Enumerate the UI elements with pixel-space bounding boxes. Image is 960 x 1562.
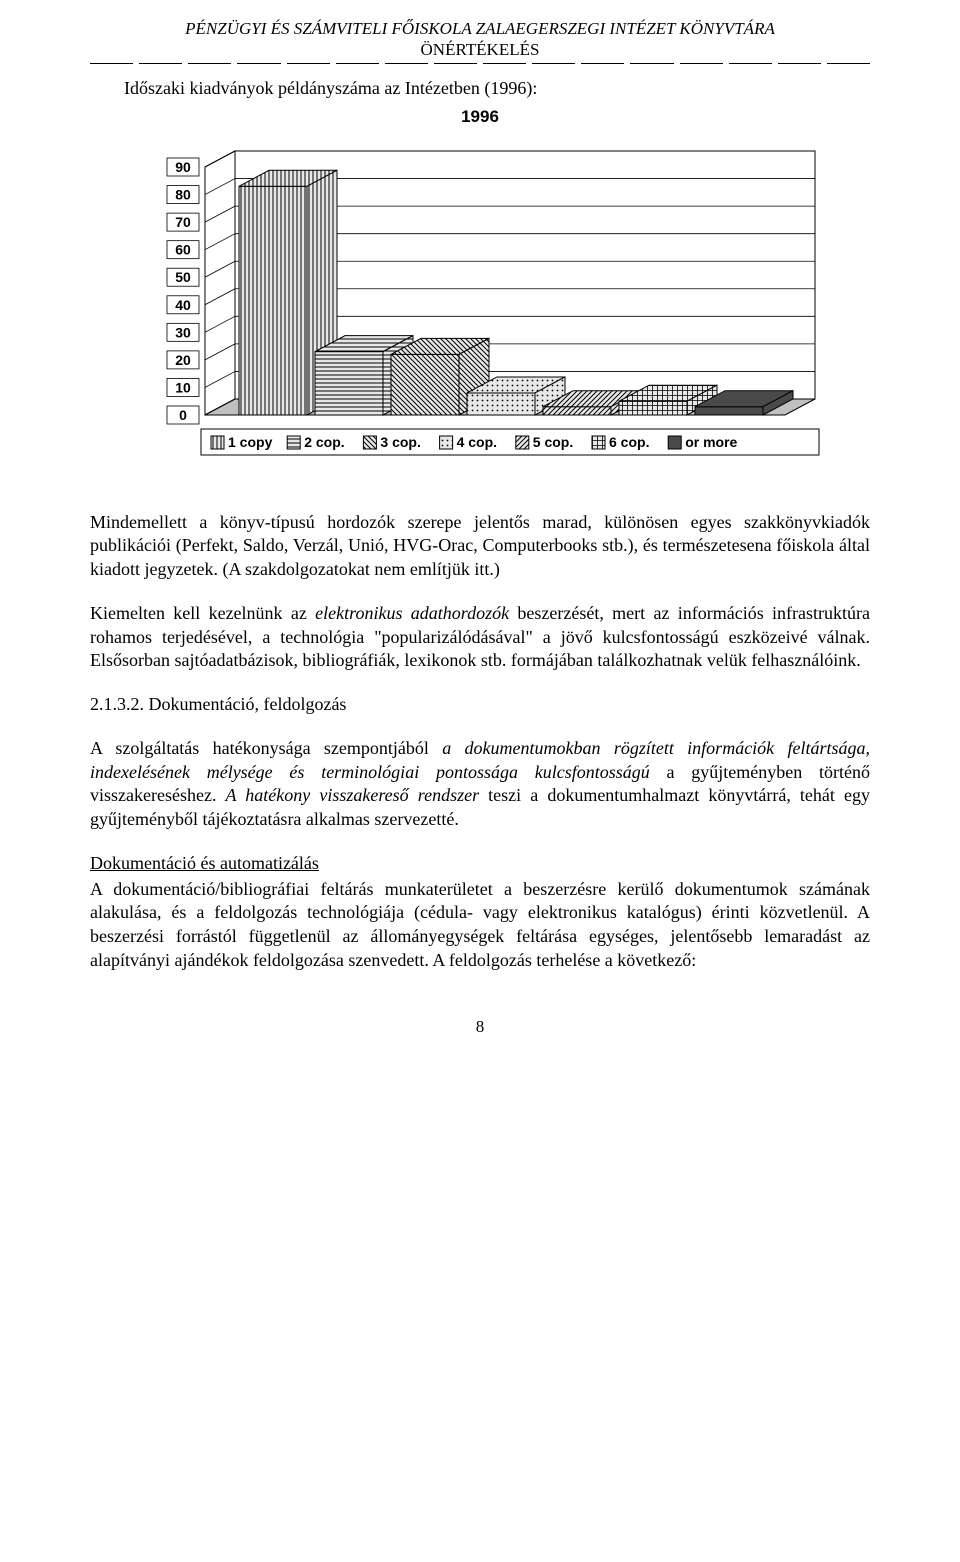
svg-text:6 cop.: 6 cop. [609,434,649,450]
page: PÉNZÜGYI ÉS SZÁMVITELI FŐISKOLA ZALAEGER… [0,0,960,1077]
svg-text:30: 30 [175,324,191,340]
paragraph-2: Kiemelten kell kezelnünk az elektronikus… [90,602,870,673]
svg-text:or more: or more [685,434,737,450]
subheading-text: Dokumentáció és automatizálás [90,853,319,873]
svg-text:50: 50 [175,269,191,285]
svg-text:4 cop.: 4 cop. [457,434,497,450]
header-rule [90,63,870,64]
svg-text:5 cop.: 5 cop. [533,434,573,450]
chart-title: 1996 [120,107,840,127]
svg-text:80: 80 [175,186,191,202]
paragraph-4: A dokumentáció/bibliográfiai feltárás mu… [90,878,870,973]
paragraph-1: Mindemellett a könyv-típusú hordozók sze… [90,511,870,582]
svg-text:3 cop.: 3 cop. [380,434,420,450]
para3-a: A szolgáltatás hatékonysága szempontjábó… [90,738,442,758]
running-header: PÉNZÜGYI ÉS SZÁMVITELI FŐISKOLA ZALAEGER… [90,18,870,61]
chart-container: 1996 0 10 20 30 40 50 60 70 80 90 1 copy 2 cop. 3 co… [120,107,840,493]
svg-text:90: 90 [175,159,191,175]
section-heading: 2.1.3.2. Dokumentáció, feldolgozás [90,693,870,717]
svg-text:10: 10 [175,379,191,395]
para2-emph: elektronikus adathordozók [315,603,509,623]
page-number: 8 [90,1017,870,1037]
svg-text:2 cop.: 2 cop. [304,434,344,450]
bar-chart: 0 10 20 30 40 50 60 70 80 90 1 copy 2 cop. 3 cop. 4 c… [135,133,825,493]
svg-text:70: 70 [175,214,191,230]
svg-text:60: 60 [175,241,191,257]
para2-pre: Kiemelten kell kezelnünk az [90,603,315,623]
paragraph-3: A szolgáltatás hatékonysága szempontjábó… [90,737,870,832]
subheading: Dokumentáció és automatizálás [90,852,870,876]
para3-em2: A hatékony visszakereső rendszer [226,785,480,805]
svg-text:1 copy: 1 copy [228,434,273,450]
svg-text:20: 20 [175,351,191,367]
svg-text:40: 40 [175,296,191,312]
header-line-1: PÉNZÜGYI ÉS SZÁMVITELI FŐISKOLA ZALAEGER… [90,18,870,39]
svg-text:0: 0 [179,407,187,423]
intro-line: Időszaki kiadványok példányszáma az Inté… [124,78,870,99]
header-line-2: ÖNÉRTÉKELÉS [90,39,870,60]
